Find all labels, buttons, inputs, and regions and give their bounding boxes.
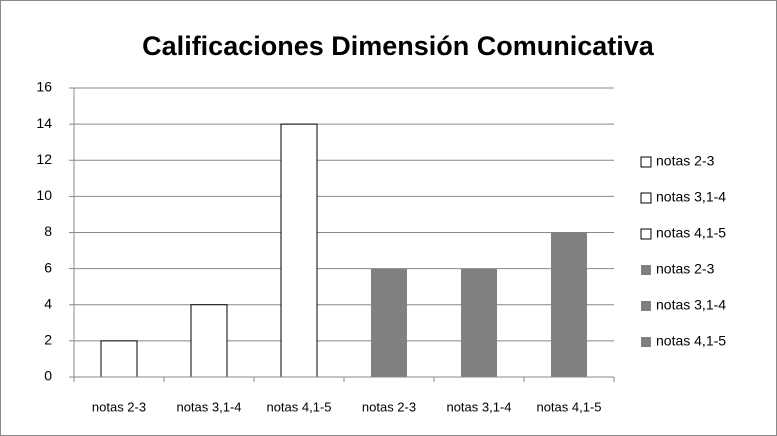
y-tick-label: 0 [44,368,52,384]
y-tick-label: 4 [44,295,52,311]
y-tick-label: 10 [36,187,52,203]
legend-label: notas 2-3 [656,261,715,277]
y-tick-label: 14 [36,115,52,131]
bar [100,340,138,378]
bar [371,268,407,377]
x-tick-label: notas 4,1-5 [266,399,331,414]
bar [551,232,587,377]
legend-marker [641,337,651,347]
legend-marker [640,228,652,240]
legend-marker [640,156,652,168]
legend-marker [640,192,652,204]
bar [280,123,318,378]
legend-label: notas 4,1-5 [656,333,726,349]
legend-label: notas 2-3 [656,153,715,169]
x-tick-label: notas 2-3 [362,399,416,414]
x-tick-label: notas 4,1-5 [536,399,601,414]
x-tick-label: notas 3,1-4 [446,399,511,414]
y-tick-label: 8 [44,223,52,239]
chart-title: Calificaciones Dimensión Comunicativa [142,31,655,61]
y-tick-label: 12 [36,151,52,167]
y-tick-label: 16 [36,79,52,95]
legend-label: notas 4,1-5 [656,225,726,241]
legend-label: notas 3,1-4 [656,189,726,205]
legend-marker [641,265,651,275]
legend-marker [641,301,651,311]
x-tick-label: notas 2-3 [92,399,146,414]
y-tick-label: 6 [44,259,52,275]
y-tick-label: 2 [44,332,52,348]
bar [461,268,497,377]
x-tick-label: notas 3,1-4 [176,399,241,414]
bar [190,304,228,378]
legend-label: notas 3,1-4 [656,297,726,313]
